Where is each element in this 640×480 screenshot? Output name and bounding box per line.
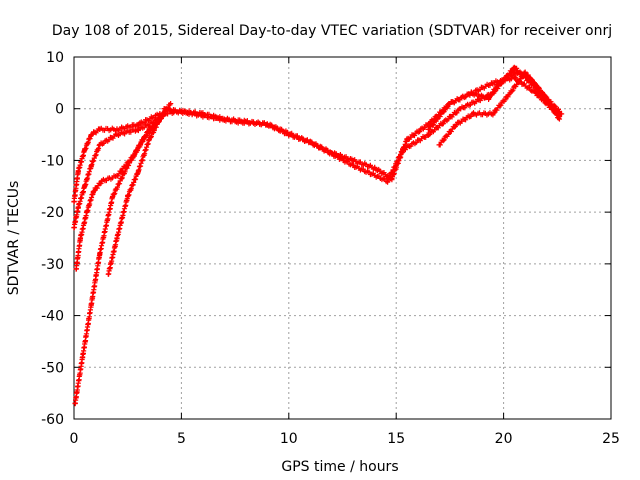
y-tick-label: -40 xyxy=(41,309,64,325)
x-tick-label: 20 xyxy=(495,431,513,447)
data-point xyxy=(105,271,111,277)
data-point xyxy=(82,147,88,153)
data-point xyxy=(556,116,563,122)
data-point xyxy=(131,152,137,158)
chart-title: Day 108 of 2015, Sidereal Day-to-day VTE… xyxy=(52,23,612,39)
data-point xyxy=(425,131,432,138)
data-point xyxy=(307,139,313,145)
data-point xyxy=(436,142,442,148)
data-point xyxy=(114,131,120,138)
y-axis-label: SDTVAR / TECUs xyxy=(6,181,22,296)
data-point xyxy=(88,302,94,308)
data-point xyxy=(490,111,496,117)
data-point xyxy=(404,137,410,143)
data-point xyxy=(79,354,86,360)
y-tick-label: -50 xyxy=(41,360,64,376)
y-tick-label: -30 xyxy=(41,257,64,273)
x-tick-label: 0 xyxy=(70,431,79,447)
data-point xyxy=(88,163,94,169)
series-track-a xyxy=(72,100,174,407)
y-tick-label: -10 xyxy=(41,153,64,169)
x-tick-label: 15 xyxy=(387,431,405,447)
data-point xyxy=(84,209,90,215)
data-point xyxy=(558,111,565,117)
data-point xyxy=(168,100,174,107)
data-point xyxy=(75,168,81,174)
data-point xyxy=(350,163,356,169)
data-point xyxy=(453,121,459,127)
data-point xyxy=(372,165,378,171)
x-tick-label: 10 xyxy=(280,431,298,447)
data-point xyxy=(157,116,163,122)
series-track-d xyxy=(71,111,163,205)
data-point xyxy=(71,225,77,231)
data-point xyxy=(511,64,517,70)
data-point xyxy=(82,183,88,189)
x-tick-label: 5 xyxy=(177,431,186,447)
data-point xyxy=(99,178,105,184)
data-point xyxy=(496,80,502,86)
data-point xyxy=(114,126,120,132)
x-axis-label: GPS time / hours xyxy=(281,459,398,475)
data-point xyxy=(90,188,96,195)
data-point xyxy=(114,173,120,179)
data-point xyxy=(458,106,464,112)
axis-ticks: 0 5 10 15 20 25 -60 -50 -40 -30 -20 -10 0 10 xyxy=(41,50,620,447)
data-point xyxy=(125,194,131,200)
data-point xyxy=(157,111,163,117)
data-point xyxy=(97,126,103,132)
data-point xyxy=(88,131,94,138)
data-point xyxy=(507,90,513,96)
data-point xyxy=(526,75,532,81)
data-markers xyxy=(71,64,565,407)
data-point xyxy=(189,111,195,117)
data-point xyxy=(110,194,116,200)
data-point xyxy=(146,126,152,132)
data-point xyxy=(400,147,406,153)
plot-frame xyxy=(73,56,612,420)
data-point xyxy=(425,126,432,132)
data-point xyxy=(135,121,142,127)
x-tick-label: 25 xyxy=(602,431,620,447)
data-point xyxy=(350,157,356,164)
data-point xyxy=(490,80,496,86)
grid xyxy=(74,57,611,419)
data-point xyxy=(470,111,477,117)
data-point xyxy=(385,178,391,184)
y-tick-label: -60 xyxy=(41,412,64,428)
data-point xyxy=(135,168,142,174)
marker-trail xyxy=(72,102,173,407)
y-tick-label: 0 xyxy=(55,102,64,118)
y-tick-label: 10 xyxy=(46,50,64,66)
data-point xyxy=(114,235,120,241)
series-track-i xyxy=(425,69,565,132)
data-point xyxy=(97,142,103,148)
data-point xyxy=(543,95,550,101)
data-point xyxy=(511,69,517,76)
data-point xyxy=(77,235,84,241)
data-point xyxy=(468,90,474,96)
data-point xyxy=(71,199,77,205)
data-point xyxy=(75,204,81,210)
data-point xyxy=(146,137,152,143)
data-point xyxy=(72,400,78,407)
y-tick-label: -20 xyxy=(41,205,64,221)
data-point xyxy=(264,121,270,127)
data-point xyxy=(232,119,238,125)
data-point xyxy=(161,106,167,112)
data-point xyxy=(447,100,453,107)
data-point xyxy=(73,266,79,272)
data-point xyxy=(485,95,492,101)
data-point xyxy=(97,250,103,257)
